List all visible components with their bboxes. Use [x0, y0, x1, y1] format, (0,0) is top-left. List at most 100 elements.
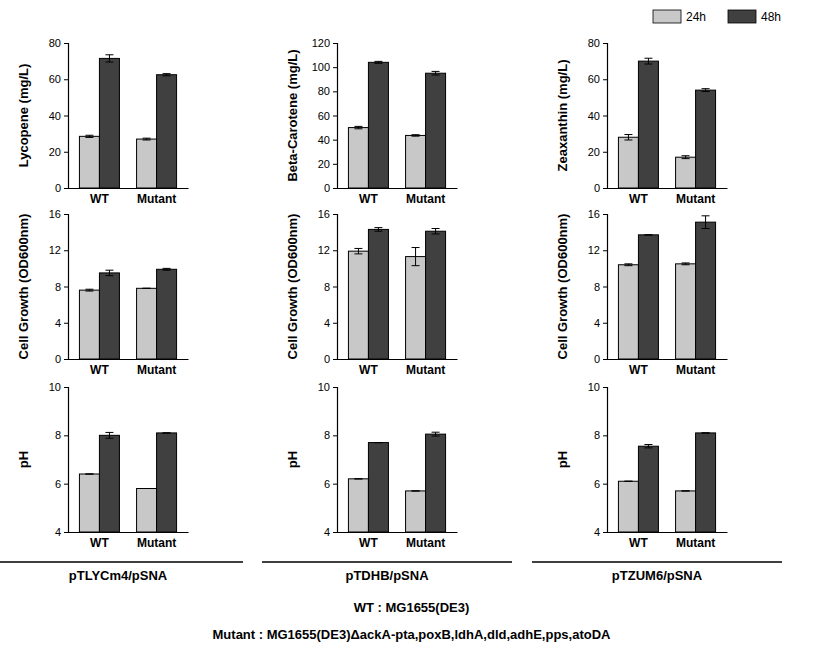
bar	[348, 479, 368, 532]
y-tick-mark	[603, 323, 607, 324]
y-tick: 4	[55, 317, 68, 329]
bar	[676, 157, 696, 188]
error-cap	[624, 481, 632, 482]
y-tick-label: 80	[49, 37, 61, 49]
y-tick: 80	[318, 85, 337, 97]
x-tick-label: WT	[90, 536, 109, 550]
x-axis-line	[608, 188, 728, 189]
error-cap	[682, 264, 690, 265]
error-stem	[109, 432, 110, 438]
y-axis-title: pH	[285, 451, 300, 468]
plot-area	[79, 432, 176, 532]
panel: 020406080WTMutantLycopene (mg/L)	[16, 37, 189, 206]
error-cap	[644, 58, 652, 59]
y-tick-mark	[64, 250, 68, 251]
error-cap	[682, 490, 690, 491]
y-tick-mark	[333, 435, 337, 436]
x-tick: WT	[629, 359, 648, 377]
x-axis: WTMutant	[338, 359, 458, 377]
x-tick-label: Mutant	[406, 536, 445, 550]
y-tick: 4	[324, 317, 337, 329]
bar	[618, 265, 638, 359]
error-cap	[85, 474, 93, 475]
y-tick-label: 8	[55, 429, 61, 441]
y-tick-mark	[603, 188, 607, 189]
legend-label: 48h	[761, 10, 781, 24]
x-axis: WTMutant	[69, 359, 189, 377]
y-tick-label: 0	[324, 182, 330, 194]
y-tick: 4	[55, 526, 68, 538]
error-cap	[412, 490, 420, 491]
x-axis-line	[69, 188, 189, 189]
y-axis-title: Cell Growth (OD600nm)	[555, 214, 570, 360]
y-tick-mark	[333, 91, 337, 92]
y-tick: 6	[55, 478, 68, 490]
error-bar	[105, 270, 113, 275]
x-tick: WT	[359, 188, 378, 206]
x-tick-label: WT	[629, 363, 648, 377]
y-tick: 4	[594, 526, 607, 538]
error-cap	[143, 288, 151, 289]
x-tick: WT	[90, 188, 109, 206]
error-bar	[412, 135, 420, 136]
bar	[696, 90, 716, 188]
error-cap	[702, 88, 710, 89]
y-tick: 8	[324, 429, 337, 441]
y-tick-mark	[603, 359, 607, 360]
y-tick-label: 4	[55, 317, 61, 329]
error-bar	[374, 228, 382, 232]
x-tick: Mutant	[406, 188, 445, 206]
error-bar	[682, 490, 690, 491]
y-axis-line	[64, 215, 69, 360]
error-bar	[644, 445, 652, 448]
y-tick: 40	[49, 110, 68, 122]
x-tick: Mutant	[676, 188, 715, 206]
error-cap	[432, 436, 440, 437]
y-tick: 20	[318, 158, 337, 170]
y-tick-label: 8	[594, 429, 600, 441]
bar	[638, 446, 658, 532]
error-stem	[705, 216, 706, 229]
y-axis-line	[64, 388, 69, 533]
y-axis-title: Beta-Carotene (mg/L)	[285, 49, 300, 181]
error-bar	[624, 135, 632, 140]
y-tick-mark	[333, 67, 337, 68]
panel: 0481216WTMutantCell Growth (OD600nm)	[555, 208, 728, 377]
error-cap	[105, 432, 113, 433]
y-axis: 020406080	[588, 37, 608, 194]
y-tick-mark	[333, 484, 337, 485]
y-tick-mark	[64, 359, 68, 360]
panel: 020406080WTMutantZeaxanthin (mg/L)	[555, 37, 728, 206]
y-tick-mark	[603, 287, 607, 288]
error-cap	[682, 155, 690, 156]
error-cap	[644, 234, 652, 235]
x-tick: Mutant	[137, 532, 176, 550]
error-cap	[105, 275, 113, 276]
group-line	[532, 561, 782, 563]
x-tick: WT	[359, 532, 378, 550]
error-bar	[85, 474, 93, 475]
error-bar	[105, 55, 113, 62]
error-cap	[412, 136, 420, 137]
error-cap	[432, 233, 440, 234]
error-bar	[702, 432, 710, 433]
y-tick-label: 8	[324, 429, 330, 441]
y-tick: 4	[324, 526, 337, 538]
y-tick-label: 4	[594, 526, 600, 538]
x-tick: WT	[629, 188, 648, 206]
bar	[99, 273, 119, 359]
bar	[406, 257, 426, 359]
error-cap	[644, 444, 652, 445]
y-axis: 0481216	[49, 208, 69, 365]
error-cap	[702, 91, 710, 92]
y-axis-line	[603, 215, 608, 360]
y-tick: 40	[318, 134, 337, 146]
bar	[348, 251, 368, 359]
error-bar	[354, 126, 362, 128]
y-tick-mark	[333, 532, 337, 533]
error-cap	[85, 474, 93, 475]
error-cap	[163, 432, 171, 433]
y-axis-line	[603, 388, 608, 533]
error-bar	[354, 248, 362, 253]
x-tick-label: Mutant	[676, 192, 715, 206]
